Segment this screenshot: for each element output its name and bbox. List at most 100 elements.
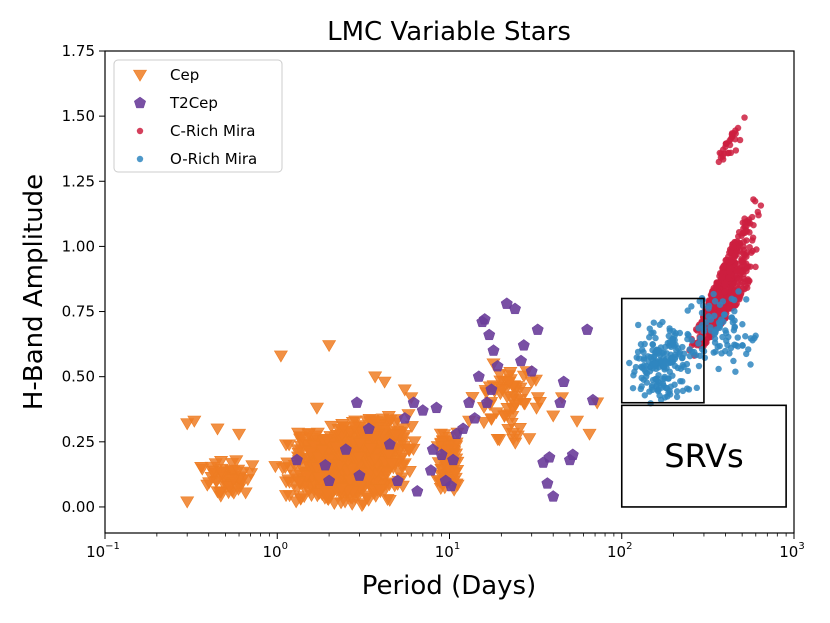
o-rich-mira-point: [679, 343, 686, 351]
cep-point: [492, 434, 507, 447]
o-rich-mira-point: [684, 307, 691, 314]
cep-point: [522, 433, 537, 446]
cep-point: [311, 487, 326, 500]
o-rich-mira-point: [695, 362, 703, 370]
cep-point: [508, 437, 523, 450]
t2cep-point: [430, 401, 443, 414]
o-rich-mira-point: [677, 365, 684, 372]
o-rich-mira-point: [723, 337, 730, 345]
o-rich-mira-point: [673, 388, 681, 395]
plot-points: [180, 114, 765, 513]
cep-point: [476, 417, 491, 430]
cep-point: [360, 492, 375, 505]
t2cep-point: [457, 422, 470, 434]
cep-point: [282, 439, 297, 452]
o-rich-mira-point: [742, 333, 749, 340]
o-rich-mira-point: [734, 334, 741, 341]
o-rich-mira-point: [684, 367, 692, 375]
o-rich-mira-point: [716, 342, 723, 350]
o-rich-mira-point: [732, 368, 739, 375]
cep-point: [282, 476, 297, 489]
cep-point: [336, 421, 351, 434]
o-rich-mira-point: [641, 392, 648, 399]
t2cep-point: [411, 484, 424, 497]
t2cep-point: [350, 396, 363, 408]
c-rich-mira-point: [721, 281, 729, 288]
y-tick-label: 0.25: [62, 433, 95, 451]
y-axis-label: H-Band Amplitude: [19, 174, 49, 410]
cep-point: [517, 398, 532, 411]
o-rich-mira-point: [672, 353, 679, 361]
x-tick-label: 10−1: [86, 541, 120, 561]
t2cep-point: [472, 370, 485, 382]
cep-point: [232, 428, 247, 441]
o-rich-mira-point: [705, 313, 712, 320]
x-tick-label: 103: [779, 541, 804, 561]
cep-point: [194, 462, 209, 474]
c-rich-mira-point: [746, 243, 753, 251]
series-t2cep: [290, 297, 599, 502]
o-rich-mira-point: [668, 358, 676, 366]
cep-point: [338, 496, 353, 509]
o-rich-mira-point: [633, 354, 640, 361]
o-rich-mira-point: [751, 334, 758, 342]
o-rich-mira-point: [647, 353, 654, 361]
cep-point: [383, 414, 398, 427]
cep-point: [508, 399, 523, 412]
o-rich-mira-point: [705, 305, 712, 312]
x-axis-label: Period (Days): [362, 571, 537, 601]
c-rich-mira-point: [741, 114, 748, 121]
y-tick-label: 0.50: [62, 368, 95, 386]
legend-label-c-rich-mira: C-Rich Mira: [170, 122, 255, 140]
c-rich-mira-point: [735, 228, 743, 236]
cep-point: [366, 431, 381, 444]
o-rich-mira-point: [672, 330, 679, 337]
y-tick-label: 0.00: [62, 498, 95, 516]
t2cep-point: [557, 375, 570, 387]
o-rich-mira-point: [626, 359, 633, 367]
o-rich-mira-point: [629, 384, 637, 392]
x-tick-label: 100: [263, 541, 288, 561]
o-rich-mira-point: [739, 342, 746, 349]
c-rich-mira-point: [743, 267, 750, 275]
t2cep-point: [463, 396, 476, 408]
o-rich-mira-point: [726, 350, 733, 357]
cep-point: [501, 370, 517, 383]
o-rich-mira-point: [640, 354, 648, 362]
legend-label-cep: Cep: [170, 66, 199, 84]
cep-point: [279, 490, 294, 503]
o-rich-mira-point: [730, 357, 737, 365]
o-rich-mira-point: [707, 324, 714, 331]
o-rich-mira-point: [652, 334, 659, 342]
cep-point: [244, 468, 259, 481]
o-rich-mira-point: [646, 325, 653, 332]
o-rich-mira-point: [728, 314, 735, 321]
y-tick-label: 0.75: [62, 303, 95, 321]
c-rich-mira-point: [722, 257, 729, 264]
c-rich-mira-point: [733, 248, 741, 255]
o-rich-mira-point: [635, 321, 642, 329]
o-rich-mira-point: [729, 319, 737, 326]
c-rich-mira-point: [730, 244, 737, 251]
t2cep-point: [353, 469, 366, 481]
c-rich-mira-point: [750, 196, 757, 203]
t2cep-point: [525, 365, 538, 377]
cep-point: [240, 474, 255, 487]
c-rich-mira-point: [728, 130, 736, 137]
cep-point: [328, 441, 343, 454]
cep-point: [231, 464, 246, 477]
t2cep-point: [398, 412, 411, 424]
o-rich-mira-point: [649, 341, 656, 348]
series-o-rich-mira: [626, 288, 759, 407]
cep-point: [322, 340, 337, 353]
c-rich-mira-point: [732, 147, 740, 154]
t2cep-point: [566, 448, 579, 460]
o-rich-mira-point: [718, 316, 725, 323]
c-rich-mira-point: [721, 288, 729, 295]
o-rich-mira-point: [711, 298, 719, 305]
x-tick-label: 102: [607, 541, 632, 561]
legend-marker-cep: [132, 69, 148, 82]
cep-point: [226, 474, 241, 487]
o-rich-mira-point: [659, 375, 667, 383]
t2cep-point: [531, 323, 544, 335]
